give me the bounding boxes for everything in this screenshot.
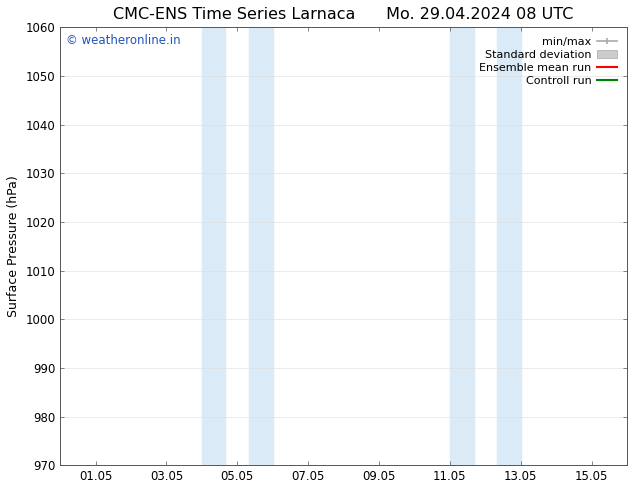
Bar xyxy=(450,27,474,465)
Legend: min/max, Standard deviation, Ensemble mean run, Controll run: min/max, Standard deviation, Ensemble me… xyxy=(475,33,621,90)
Bar xyxy=(202,27,226,465)
Bar xyxy=(497,27,521,465)
Y-axis label: Surface Pressure (hPa): Surface Pressure (hPa) xyxy=(7,175,20,317)
Text: © weatheronline.in: © weatheronline.in xyxy=(66,34,181,47)
Bar xyxy=(249,27,273,465)
Title: CMC-ENS Time Series Larnaca      Mo. 29.04.2024 08 UTC: CMC-ENS Time Series Larnaca Mo. 29.04.20… xyxy=(113,7,574,22)
